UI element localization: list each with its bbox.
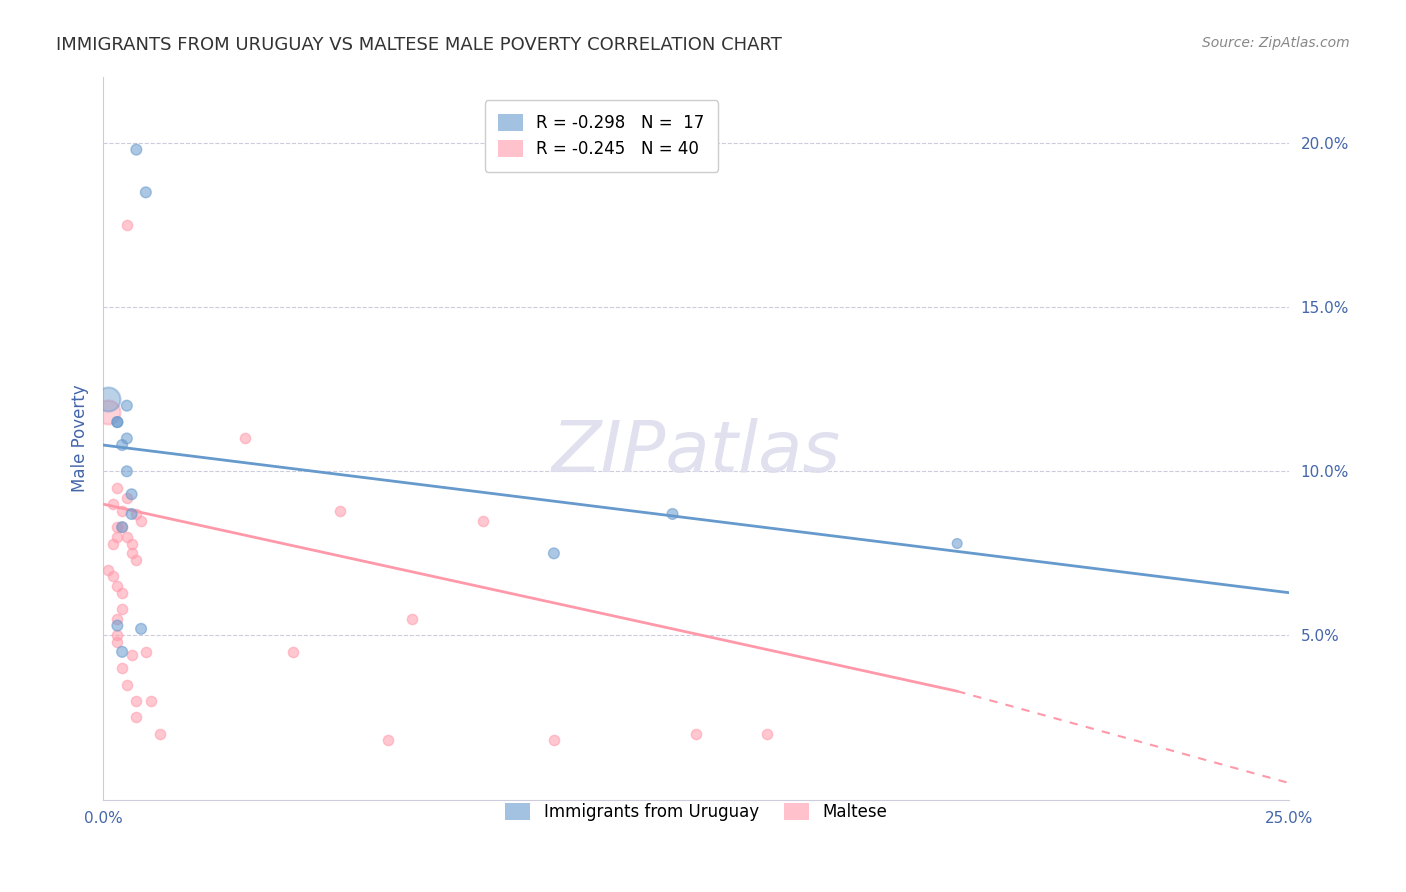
Point xyxy=(105,612,128,626)
Point xyxy=(121,487,143,501)
Point xyxy=(329,504,352,518)
Point xyxy=(281,645,304,659)
Point xyxy=(543,546,565,560)
Point xyxy=(105,579,128,593)
Point xyxy=(661,507,683,521)
Point xyxy=(105,628,128,642)
Point xyxy=(101,569,124,583)
Text: ZIPatlas: ZIPatlas xyxy=(551,418,841,487)
Point xyxy=(135,186,157,200)
Legend: Immigrants from Uruguay, Maltese: Immigrants from Uruguay, Maltese xyxy=(492,789,900,835)
Point xyxy=(121,536,143,550)
Point xyxy=(101,536,124,550)
Point xyxy=(111,504,134,518)
Point xyxy=(129,622,152,636)
Point xyxy=(111,586,134,600)
Point xyxy=(121,546,143,560)
Point xyxy=(111,520,134,534)
Point xyxy=(125,507,148,521)
Point xyxy=(121,648,143,662)
Point xyxy=(105,415,128,429)
Point xyxy=(377,733,399,747)
Point xyxy=(946,536,969,550)
Point xyxy=(129,514,152,528)
Point xyxy=(115,491,138,505)
Text: IMMIGRANTS FROM URUGUAY VS MALTESE MALE POVERTY CORRELATION CHART: IMMIGRANTS FROM URUGUAY VS MALTESE MALE … xyxy=(56,36,782,54)
Point xyxy=(115,464,138,478)
Point xyxy=(105,530,128,544)
Point xyxy=(149,727,172,741)
Point xyxy=(401,612,423,626)
Point xyxy=(115,218,138,232)
Text: Source: ZipAtlas.com: Source: ZipAtlas.com xyxy=(1202,36,1350,50)
Point xyxy=(101,497,124,511)
Point xyxy=(125,143,148,157)
Point xyxy=(543,733,565,747)
Point xyxy=(111,645,134,659)
Point xyxy=(756,727,779,741)
Point xyxy=(111,438,134,452)
Point xyxy=(125,710,148,724)
Point xyxy=(115,432,138,446)
Point xyxy=(97,563,120,577)
Point xyxy=(121,507,143,521)
Point xyxy=(105,520,128,534)
Point xyxy=(115,399,138,413)
Y-axis label: Male Poverty: Male Poverty xyxy=(72,384,89,492)
Point xyxy=(139,694,162,708)
Point xyxy=(111,602,134,616)
Point xyxy=(111,661,134,675)
Point xyxy=(125,694,148,708)
Point xyxy=(105,635,128,649)
Point xyxy=(115,678,138,692)
Point xyxy=(235,432,257,446)
Point xyxy=(105,415,128,429)
Point xyxy=(97,405,120,419)
Point xyxy=(685,727,707,741)
Point xyxy=(97,392,120,406)
Point xyxy=(471,514,494,528)
Point xyxy=(115,530,138,544)
Point xyxy=(135,645,157,659)
Point xyxy=(111,520,134,534)
Point xyxy=(105,481,128,495)
Point xyxy=(125,553,148,567)
Point xyxy=(105,618,128,632)
